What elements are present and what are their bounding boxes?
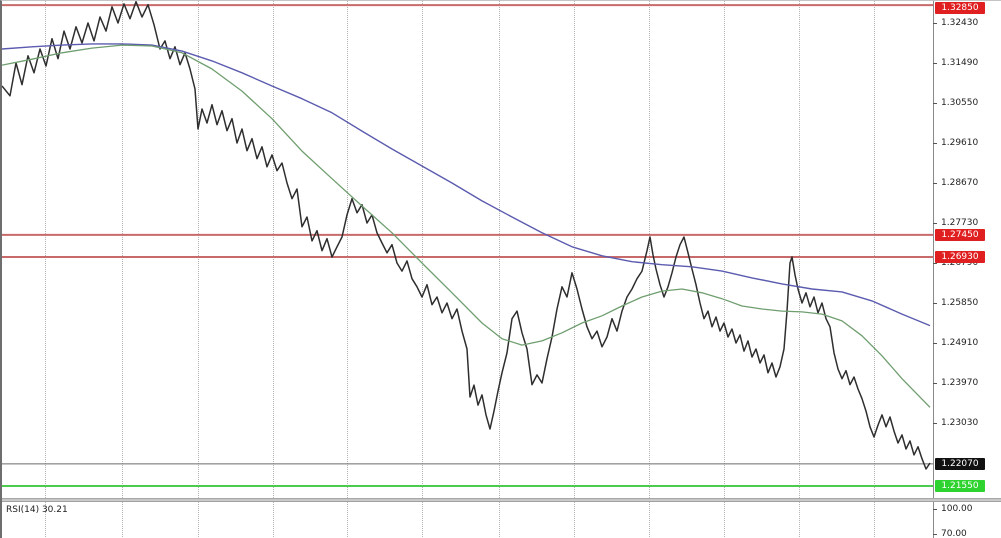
ma-fast-green-series: [2, 44, 931, 408]
chart-canvas[interactable]: [2, 1, 933, 498]
ma-slow-blue-series: [2, 43, 931, 327]
price-axis-tick: [933, 263, 937, 264]
price-axis-label: 1.32430: [941, 18, 979, 28]
grid-line-vertical: [122, 502, 123, 538]
price-axis-label: 1.26790: [941, 258, 979, 268]
pane-separator[interactable]: [2, 498, 1001, 502]
grid-line-vertical: [574, 502, 575, 538]
grid-line-vertical: [874, 502, 875, 538]
grid-line-vertical: [347, 1, 348, 498]
grid-line-vertical: [273, 1, 274, 498]
price-axis-tick: [933, 23, 937, 24]
indicator-axis-label: 100.00: [941, 504, 973, 514]
grid-line-vertical: [799, 502, 800, 538]
price-axis-tick: [933, 223, 937, 224]
price-axis-label: 1.24910: [941, 338, 979, 348]
price-axis-label: 1.23970: [941, 378, 979, 388]
current-price-price-tag[interactable]: 1.22070: [935, 458, 985, 470]
grid-line-vertical: [45, 1, 46, 498]
price-axis-tick: [933, 63, 937, 64]
price-axis-label: 1.30550: [941, 98, 979, 108]
grid-line-vertical: [122, 1, 123, 498]
indicator-pane[interactable]: [2, 502, 933, 538]
price-axis-label: 1.27730: [941, 218, 979, 228]
price-axis-label: 1.23030: [941, 418, 979, 428]
price-axis-tick: [933, 303, 937, 304]
grid-line-vertical: [574, 1, 575, 498]
grid-line-vertical: [724, 502, 725, 538]
support-green-price-tag[interactable]: 1.21550: [935, 480, 985, 492]
indicator-axis-tick: [933, 509, 937, 510]
price-axis-tick: [933, 183, 937, 184]
price-axis-tick: [933, 103, 937, 104]
price-axis-label: 1.25850: [941, 298, 979, 308]
price-axis-line: [933, 1, 934, 538]
indicator-axis-label: 70.00: [941, 529, 967, 538]
price-axis-label: 1.31490: [941, 58, 979, 68]
price-axis-tick: [933, 343, 937, 344]
price-axis-label: 1.28670: [941, 178, 979, 188]
grid-line-vertical: [347, 502, 348, 538]
grid-line-vertical: [649, 1, 650, 498]
indicator-label: RSI(14) 30.21: [6, 505, 68, 515]
main-chart-pane[interactable]: [2, 1, 933, 498]
grid-line-vertical: [799, 1, 800, 498]
grid-line-vertical: [649, 502, 650, 538]
grid-line-vertical: [198, 1, 199, 498]
grid-line-vertical: [499, 1, 500, 498]
price-axis-tick: [933, 143, 937, 144]
resistance-upper-price-tag[interactable]: 1.32850: [935, 2, 985, 14]
grid-line-vertical: [422, 1, 423, 498]
price-axis-tick: [933, 423, 937, 424]
price-axis-label: 1.29610: [941, 138, 979, 148]
grid-line-vertical: [198, 502, 199, 538]
grid-line-vertical: [499, 502, 500, 538]
grid-line-vertical: [724, 1, 725, 498]
price-axis-tick: [933, 383, 937, 384]
resistance-2-price-tag[interactable]: 1.26930: [935, 251, 985, 263]
grid-line-vertical: [422, 502, 423, 538]
grid-line-vertical: [874, 1, 875, 498]
grid-line-vertical: [45, 502, 46, 538]
grid-line-vertical: [273, 502, 274, 538]
indicator-axis-tick: [933, 534, 937, 535]
resistance-1-price-tag[interactable]: 1.27450: [935, 229, 985, 241]
